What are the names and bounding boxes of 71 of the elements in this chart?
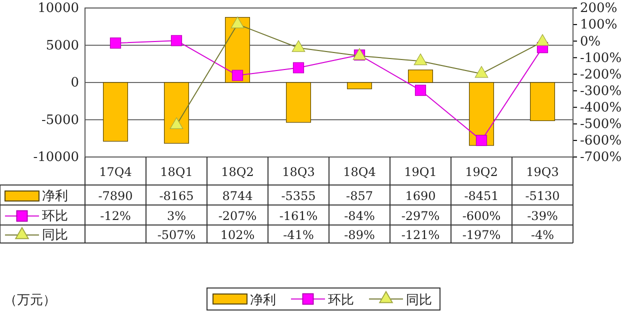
y2-tick-label: -700% — [580, 150, 622, 166]
y2-tick-label: -200% — [580, 67, 622, 82]
y2-tick-label: -400% — [580, 100, 622, 116]
y2-tick-label: 0% — [580, 34, 601, 50]
data-label: -12% — [100, 209, 131, 223]
data-label: -857 — [346, 189, 373, 203]
data-label: 8744 — [222, 189, 254, 203]
text: （万元） — [4, 293, 56, 308]
data-label: -8451 — [464, 189, 499, 203]
point — [414, 54, 428, 66]
data-label: -39% — [527, 209, 558, 223]
data-label: -89% — [344, 228, 375, 242]
y2-tick-label: -600% — [580, 134, 622, 149]
point — [414, 84, 426, 96]
data-label: -121% — [401, 228, 440, 242]
y2-tick-label: 100% — [580, 18, 618, 33]
data-label: -7890 — [98, 189, 133, 203]
data-label: 102% — [220, 228, 255, 242]
text: 净利 — [250, 293, 276, 308]
y-tick-label: 0 — [70, 76, 79, 91]
point — [232, 70, 244, 81]
x-tick-label: 19Q3 — [526, 165, 559, 179]
data-label: -197% — [462, 228, 501, 242]
data-label: -507% — [157, 228, 196, 242]
x-tick-label: 18Q1 — [160, 165, 193, 179]
point — [230, 16, 244, 28]
bar — [103, 82, 128, 142]
y2-tick-label: 200% — [580, 1, 618, 16]
point — [292, 62, 304, 74]
bar — [408, 70, 433, 83]
bar — [530, 82, 555, 122]
legend-label: 同比 — [42, 228, 68, 243]
bar — [286, 82, 311, 123]
x-tick-label: 18Q2 — [221, 165, 254, 179]
data-label: -207% — [218, 209, 257, 223]
text: 环比 — [328, 293, 354, 308]
point — [292, 40, 306, 52]
x-tick-label: 18Q4 — [343, 165, 376, 179]
x-tick-label: 18Q3 — [282, 165, 315, 179]
point — [110, 38, 122, 49]
y-tick-label: -10000 — [33, 150, 79, 166]
point — [536, 34, 550, 46]
x-tick-label: 19Q2 — [465, 165, 498, 179]
data-label: -4% — [530, 228, 554, 242]
y-tick-label: -5000 — [42, 112, 79, 128]
bar — [469, 82, 494, 146]
point — [474, 66, 488, 78]
point — [476, 134, 488, 146]
bar — [347, 82, 372, 90]
data-label: 1690 — [405, 189, 436, 203]
legend-label: 净利 — [42, 189, 68, 204]
legend-label: 环比 — [42, 209, 68, 224]
point — [170, 35, 182, 46]
y-tick-label: 5000 — [46, 38, 79, 54]
data-label: -8165 — [159, 189, 194, 203]
data-label: -41% — [283, 228, 314, 242]
bar — [164, 82, 189, 144]
y-tick-label: 10000 — [38, 1, 79, 16]
y2-tick-label: -100% — [580, 50, 622, 66]
data-label: -84% — [344, 209, 375, 223]
data-label: -600% — [462, 209, 501, 223]
data-label: -5355 — [281, 189, 316, 203]
x-tick-label: 19Q1 — [404, 165, 437, 179]
text: 同比 — [406, 293, 432, 308]
data-label: -161% — [279, 209, 318, 223]
data-label: 3% — [166, 209, 186, 223]
y2-tick-label: -300% — [580, 84, 622, 99]
y2-tick-label: -500% — [580, 117, 622, 132]
data-label: -5130 — [525, 189, 560, 203]
data-label: -297% — [401, 209, 440, 223]
x-tick-label: 17Q4 — [99, 165, 132, 179]
